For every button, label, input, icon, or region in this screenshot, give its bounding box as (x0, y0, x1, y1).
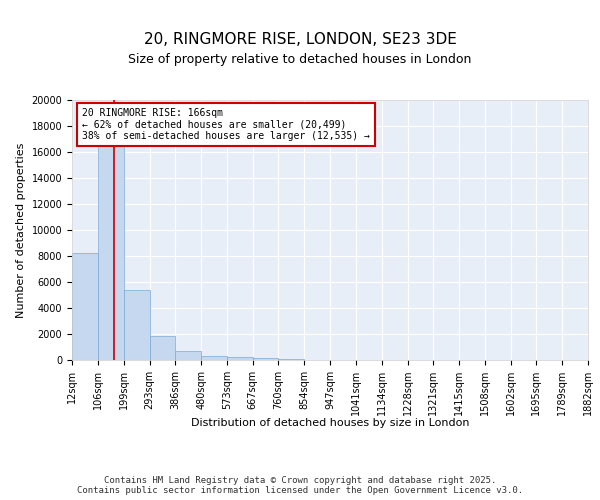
Text: Size of property relative to detached houses in London: Size of property relative to detached ho… (128, 52, 472, 66)
Bar (72, 254, 98, 360)
Bar (175, 351, 201, 360)
Bar (124, 290, 149, 360)
Bar (253, 358, 278, 360)
X-axis label: Distribution of detached houses by size in London: Distribution of detached houses by size … (191, 418, 469, 428)
Text: Contains HM Land Registry data © Crown copyright and database right 2025.
Contai: Contains HM Land Registry data © Crown c… (77, 476, 523, 495)
Bar (227, 358, 253, 360)
Bar (149, 336, 175, 360)
Bar (98, 143, 124, 360)
Text: 20, RINGMORE RISE, LONDON, SE23 3DE: 20, RINGMORE RISE, LONDON, SE23 3DE (143, 32, 457, 48)
Bar (278, 358, 304, 360)
Text: 20 RINGMORE RISE: 166sqm
← 62% of detached houses are smaller (20,499)
38% of se: 20 RINGMORE RISE: 166sqm ← 62% of detach… (82, 108, 370, 141)
Bar (201, 356, 227, 360)
Y-axis label: Number of detached properties: Number of detached properties (16, 142, 26, 318)
